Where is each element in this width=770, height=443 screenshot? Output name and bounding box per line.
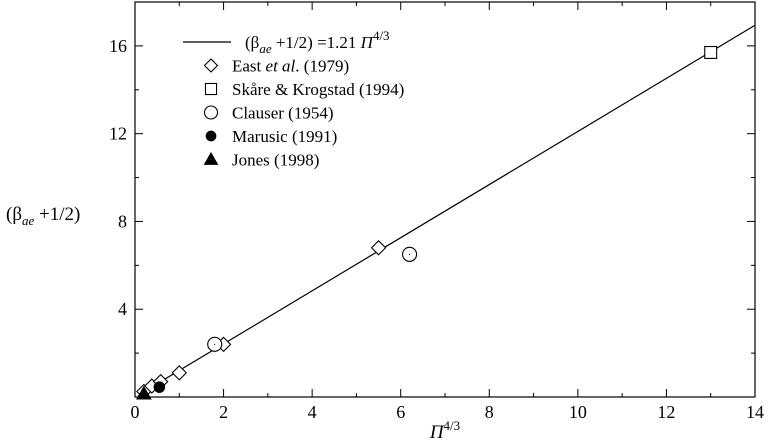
y-tick-label: 12 [109, 124, 127, 144]
tick-labels: 0 2 4 6 8 10 12 14 4 8 12 16 [109, 36, 764, 422]
fit-line-group [143, 24, 756, 393]
axis-labels: Π4/3 (βae +1/2) [6, 204, 460, 443]
data-markers [135, 45, 718, 400]
legend-label: Skåre & Krogstad (1994) [232, 80, 404, 99]
legend-marker-triangle-filled [203, 151, 219, 165]
plot-border [134, 1, 756, 398]
legend-label: Marusic (1991) [232, 127, 337, 146]
y-tick-label: 4 [118, 299, 127, 319]
x-tick-label: 8 [485, 402, 494, 422]
data-point-center-dot [408, 253, 411, 255]
y-tick-label: 8 [118, 211, 127, 231]
legend-marker-circle-open [203, 105, 219, 120]
data-point-square [704, 45, 718, 59]
y-tick-label: 16 [109, 36, 127, 56]
y-axis-label: (βae +1/2) [6, 204, 80, 228]
data-point-center-dot [214, 343, 216, 345]
legend-marker-circle-filled [205, 130, 217, 142]
x-tick-label: 10 [569, 402, 587, 422]
legend-fit-label: (βae +1/2) =1.21 Π4/3 [245, 28, 390, 56]
x-tick-label: 4 [308, 402, 317, 422]
x-tick-label: 0 [131, 402, 140, 422]
x-tick-label: 14 [746, 402, 764, 422]
data-point-triangle [135, 385, 152, 400]
data-point-circle [153, 381, 166, 393]
data-point-diamond [171, 365, 188, 381]
legend-label: East et al. (1979) [232, 57, 349, 76]
x-axis-label: Π4/3 [429, 418, 460, 443]
data-point-diamond [370, 239, 387, 256]
legend-marker-diamond-open [203, 58, 219, 73]
axis-ticks [134, 1, 756, 398]
legend-label: Jones (1998) [232, 151, 319, 170]
fit-line [143, 24, 756, 393]
plot-area [134, 1, 756, 398]
x-tick-label: 12 [657, 402, 675, 422]
legend-marker-square-open [204, 82, 218, 96]
x-tick-label: 6 [396, 402, 405, 422]
x-tick-label: 2 [219, 402, 228, 422]
legend-label: Clauser (1954) [232, 104, 334, 123]
